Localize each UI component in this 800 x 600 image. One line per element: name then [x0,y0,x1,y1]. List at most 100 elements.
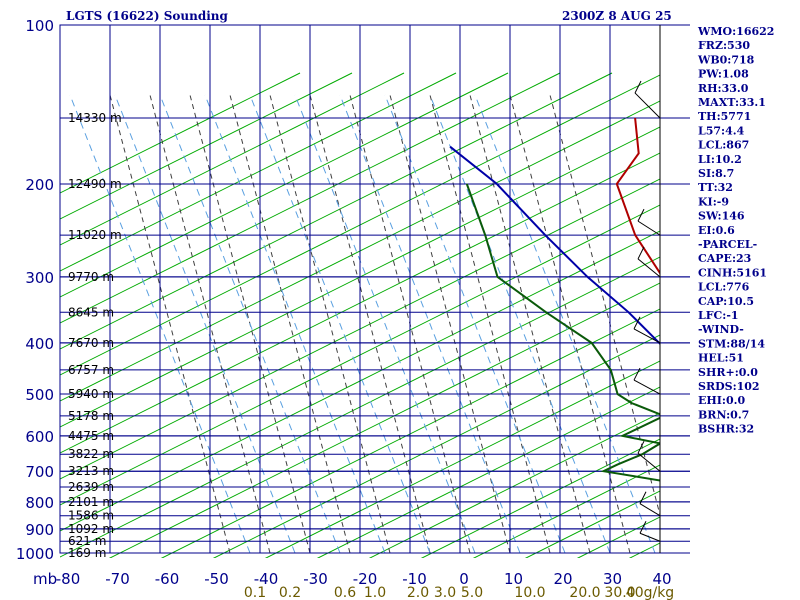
wind-barb [633,316,661,344]
wind-barb-staff [637,258,661,278]
sounding-series-line [615,117,660,275]
mixing-ratio-label: 1.0 [364,585,386,600]
index-value: KI:-9 [698,195,729,208]
pressure-tick-label: 500 [25,386,54,404]
wind-barb-staff [639,503,661,517]
mixing-ratio-label: 40g/kg [626,585,674,600]
mixing-ratio-label: 20.0 [569,585,600,600]
temperature-tick-label: -20 [353,570,378,588]
index-value: EHI:0.0 [698,394,745,407]
mixing-ratio-label: 0.6 [334,585,356,600]
moist-adiabat-line [269,94,391,554]
height-label: 3822 m [68,447,114,461]
dry-adiabat-line [60,256,660,558]
wind-barb [637,208,661,236]
dry-adiabat-line [60,72,405,246]
index-value: LFC:-1 [698,309,739,322]
dry-adiabat-line [60,74,660,376]
pressure-tick-label: 600 [25,428,54,446]
pressure-tick-label: 900 [25,521,54,539]
temperature-tick-label: 0 [459,570,469,588]
height-label: 5940 m [68,387,114,401]
temperature-tick-label: -10 [402,570,427,588]
dry-adiabat-line [264,360,660,558]
mixing-ratio-label: 30.0 [604,585,635,600]
height-label: 3213 m [68,464,114,478]
chart-title: LGTS (16622) Sounding [66,9,229,23]
mixing-ratio-line [204,94,386,554]
dry-adiabat-line [60,72,353,220]
wind-barb-feather [633,367,641,381]
index-value: CINH:5161 [698,266,767,279]
temperature-tick-label: -30 [303,570,328,588]
mixing-ratio-line [249,94,431,554]
height-label: 2101 m [68,495,114,509]
wind-barb-feather [637,246,645,260]
dry-adiabat-line [472,464,660,558]
grid-lines [59,24,690,554]
pressure-tick-label: 800 [25,494,54,512]
temperature-tick-label: -60 [155,570,180,588]
adiabat-lines [60,72,660,558]
sounding-series-line [449,145,660,346]
wind-barb-staff [637,452,661,472]
temperature-tick-label: -70 [105,570,130,588]
height-label: 7670 m [68,336,114,350]
temperature-tick-label: -80 [56,570,81,588]
mixing-ratio-label: 2.0 [407,585,429,600]
wind-barb [633,367,661,395]
dry-adiabat-line [60,72,561,324]
wind-barb [639,521,661,542]
temperature-tick-label: -40 [254,570,279,588]
height-label: 9770 m [68,270,114,284]
wind-barb-feather [637,208,645,222]
mixing-ratio-line [339,94,521,554]
wind-barb [634,80,661,119]
mixing-ratio-line [384,94,566,554]
dry-adiabat-line [108,282,660,558]
index-value: CAPE:23 [698,252,751,265]
mixing-ratio-label: 0.1 [244,585,266,600]
pressure-tick-label: 300 [25,269,54,287]
height-label: 4475 m [68,429,114,443]
index-value: FRZ:530 [698,39,750,52]
index-value: WB0:718 [697,53,755,66]
dry-adiabat-line [316,386,660,558]
index-value: BSHR:32 [698,423,754,436]
index-value: LI:10.2 [698,153,742,166]
wind-barb-feather [637,440,645,454]
wind-barb-feather [633,316,641,330]
height-label: 8645 m [68,305,114,319]
wind-barb-staff [639,532,661,542]
wind-barb [639,491,661,517]
dry-adiabat-line [60,72,457,272]
pressure-tick-label: 400 [25,335,54,353]
index-value: TT:32 [698,181,733,194]
pressure-tick-label: 100 [25,17,54,35]
pressure-tick-label: 1000 [16,545,54,563]
dry-adiabat-line [60,100,660,402]
chart-timestamp: 2300Z 8 AUG 25 [562,9,672,23]
moist-adiabat-line [509,94,631,554]
height-label: 11020 m [68,228,122,242]
index-value: BRN:0.7 [698,408,749,421]
index-value: -WIND- [698,323,744,336]
index-value: HEL:51 [698,352,744,365]
temperature-tick-label: 30 [603,570,622,588]
height-label: 621 m [68,534,106,548]
index-value: LCL:867 [698,139,749,152]
mixing-ratio-label: 5.0 [461,585,483,600]
index-value: TH:5771 [698,110,751,123]
dry-adiabat-line [160,308,660,558]
wind-barb-staff [634,92,661,119]
wind-barb-feather [639,491,647,504]
index-value: -PARCEL- [698,238,757,251]
wind-barb-staff [633,379,661,395]
index-value: RH:33.0 [698,82,749,95]
dry-adiabat-line [60,72,613,350]
temperature-tick-label: 20 [553,570,572,588]
moist-adiabat-line [229,94,351,554]
index-value: WMO:16622 [697,25,774,38]
dry-adiabat-line [60,126,660,428]
index-value: PW:1.08 [698,68,749,81]
